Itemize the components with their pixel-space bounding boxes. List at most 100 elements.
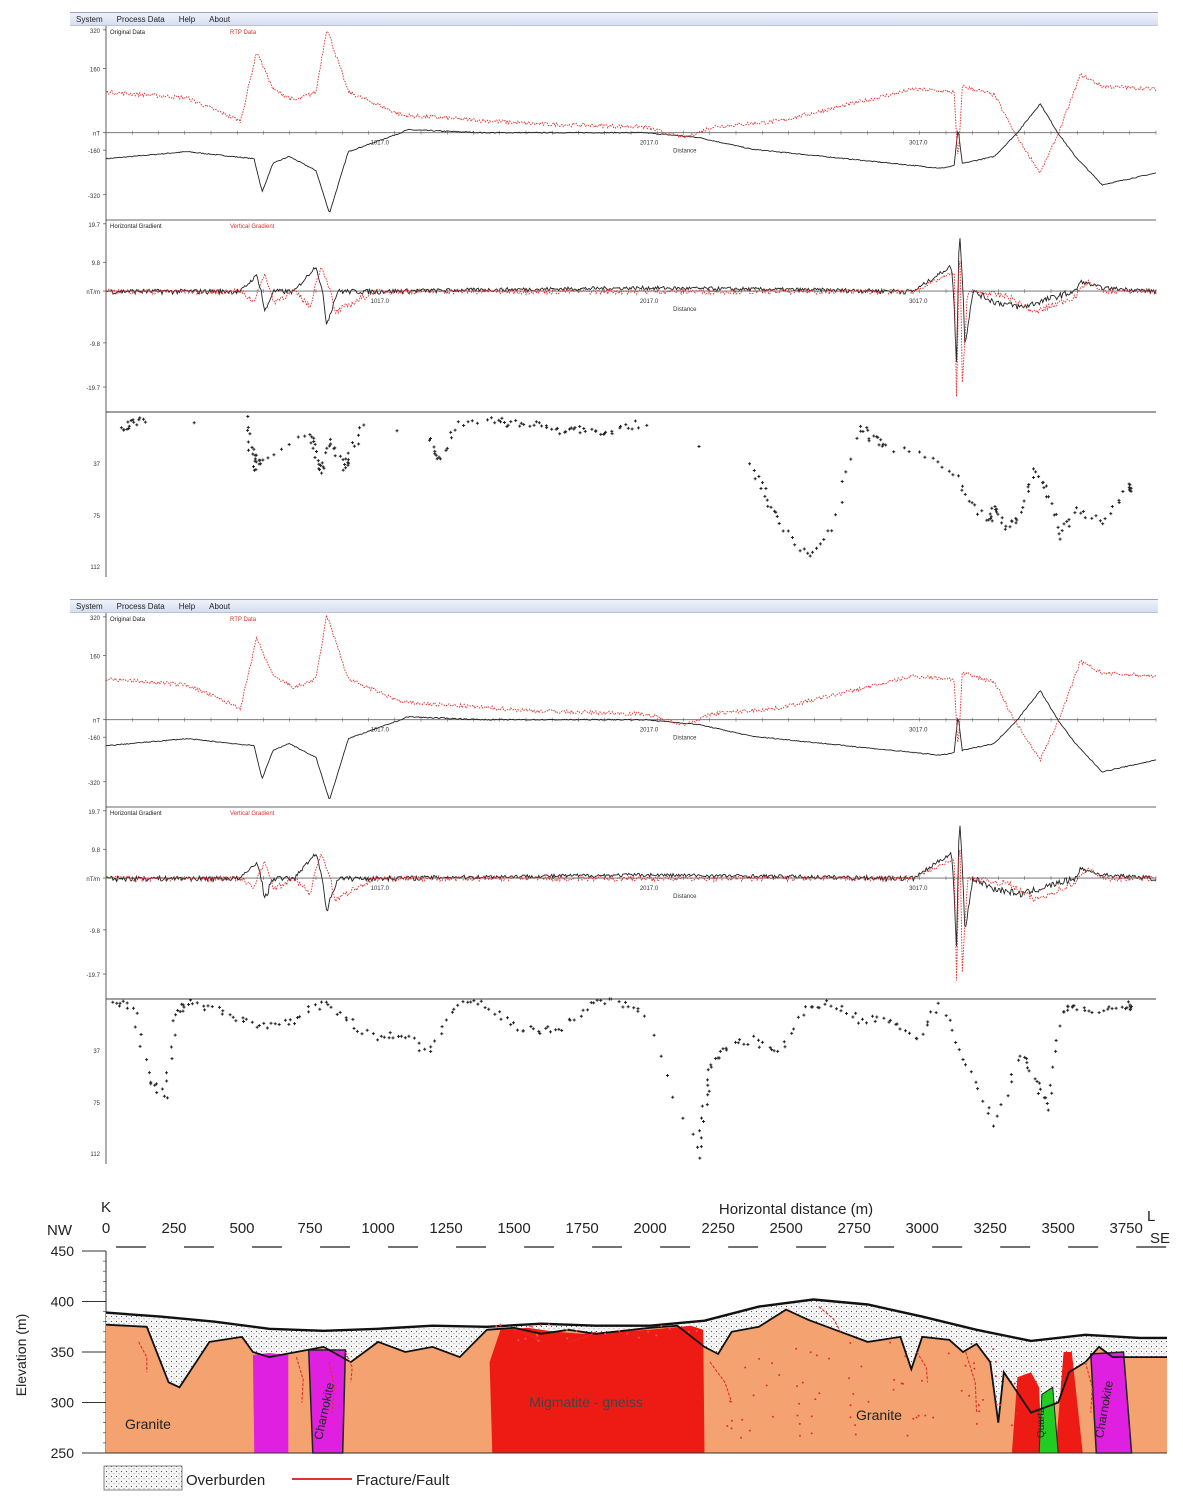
section-x-tick-label: 1000 xyxy=(361,1220,394,1237)
depth-point xyxy=(132,1006,135,1010)
menu-system[interactable]: System xyxy=(76,14,103,24)
menu-system[interactable]: System xyxy=(76,601,103,611)
depth-point xyxy=(929,1010,933,1014)
depth-point xyxy=(564,430,568,434)
depth-point xyxy=(453,428,457,432)
section-x-tick-label: 3250 xyxy=(973,1220,1006,1237)
depth-point xyxy=(599,998,603,1002)
depth-point xyxy=(595,998,599,1002)
fracture-dot xyxy=(771,1362,774,1365)
depth-point xyxy=(1057,532,1061,536)
depth-point xyxy=(321,465,325,469)
depth-point xyxy=(327,444,331,448)
fracture-dot xyxy=(906,1434,909,1437)
depth-point xyxy=(931,456,935,460)
section-legend: Overburden Fracture/Fault xyxy=(103,1465,450,1491)
depth-point xyxy=(493,421,497,425)
depth-point xyxy=(840,480,844,483)
depth-point xyxy=(220,1012,224,1016)
fracture-dot xyxy=(528,1325,531,1328)
depth-point xyxy=(181,1003,185,1007)
depth-point xyxy=(835,1007,838,1011)
depth-point xyxy=(499,420,502,424)
depth-point xyxy=(449,430,453,434)
depth-point xyxy=(999,1103,1003,1107)
migmatite-fill xyxy=(489,1325,705,1453)
depth-point xyxy=(472,999,476,1003)
depth-point xyxy=(1051,1065,1055,1069)
depth-point xyxy=(210,1005,214,1009)
depth-point xyxy=(1083,516,1087,520)
depth-point xyxy=(118,1001,122,1005)
depth-point xyxy=(506,1016,509,1020)
depth-point xyxy=(757,475,761,478)
depth-point xyxy=(742,1042,746,1046)
depth-point xyxy=(479,999,483,1003)
depth-point xyxy=(1008,525,1012,529)
depth-point xyxy=(262,1021,266,1025)
depth-point xyxy=(1083,1009,1087,1013)
depth-point xyxy=(1067,524,1071,528)
depth-point xyxy=(320,471,324,475)
menu-process-data[interactable]: Process Data xyxy=(116,601,165,611)
section-y-tick-label: 250 xyxy=(51,1445,75,1461)
depth-point xyxy=(834,513,838,517)
depth-panel: 37 75 112 xyxy=(90,997,1156,1164)
depth-point xyxy=(594,429,598,433)
menu-about[interactable]: About xyxy=(209,601,231,611)
depth-point xyxy=(309,441,313,445)
depth-point xyxy=(1027,1069,1031,1073)
profile-plots-lower: 320 160 nT -160 -320 1017.0 2017.0 3017.0 Distan… xyxy=(86,613,1157,1164)
depth-point xyxy=(802,547,806,551)
depth-point xyxy=(659,1054,663,1058)
depth-point xyxy=(1050,1091,1054,1095)
depth-point xyxy=(1054,1049,1058,1053)
depth-point xyxy=(707,1089,711,1093)
profile-window-upper: System Process Data Help About 320 160 nT -… xyxy=(70,12,1158,582)
depth-point xyxy=(122,428,125,432)
fracture-dot xyxy=(970,1342,973,1345)
depth-point xyxy=(599,432,603,436)
fracture-dot xyxy=(524,1337,527,1340)
panel-x-tick-label: 1017.0 xyxy=(371,141,390,147)
menu-process-data[interactable]: Process Data xyxy=(116,14,165,24)
depth-point xyxy=(796,1015,800,1019)
depth-point xyxy=(190,1002,194,1006)
depth-point xyxy=(793,543,797,547)
fracture-dot xyxy=(854,1433,857,1436)
depth-point xyxy=(376,1038,380,1042)
depth-point xyxy=(764,487,768,490)
depth-point xyxy=(1027,483,1031,486)
depth-point xyxy=(403,1036,407,1040)
depth-point xyxy=(736,1041,740,1045)
menu-help[interactable]: Help xyxy=(178,14,196,24)
depth-point xyxy=(1000,521,1004,525)
label-granite-left: Granite xyxy=(125,1416,171,1432)
panel-y-tick-label: 160 xyxy=(90,655,101,661)
depth-point xyxy=(915,1037,919,1041)
panel-y-tick-label: -160 xyxy=(88,149,101,155)
depth-point xyxy=(246,415,250,418)
depth-point xyxy=(879,438,883,442)
depth-point xyxy=(365,1028,369,1032)
fracture-dot xyxy=(849,1404,852,1407)
depth-point xyxy=(604,430,608,434)
depth-point xyxy=(1079,511,1083,515)
section-x-tick-label: 2750 xyxy=(837,1220,870,1237)
depth-point xyxy=(1014,521,1018,525)
depth-point xyxy=(822,538,826,541)
menu-about[interactable]: About xyxy=(209,14,231,24)
profile-panel: 320 160 nT -160 -320 1017.0 2017.0 3017.0 Distan… xyxy=(88,26,1157,221)
panel-y-tick-label: nT xyxy=(93,132,100,138)
depth-point xyxy=(811,550,814,554)
series-line-red xyxy=(105,30,1157,174)
menu-help[interactable]: Help xyxy=(178,601,196,611)
depth-point xyxy=(1054,1039,1058,1042)
depth-point xyxy=(873,1019,877,1023)
label-granite-right: Granite xyxy=(856,1407,902,1423)
depth-point xyxy=(206,1004,210,1008)
depth-point xyxy=(990,506,994,510)
depth-point xyxy=(192,421,196,425)
fracture-dot xyxy=(917,1414,920,1417)
depth-point xyxy=(1032,476,1035,479)
